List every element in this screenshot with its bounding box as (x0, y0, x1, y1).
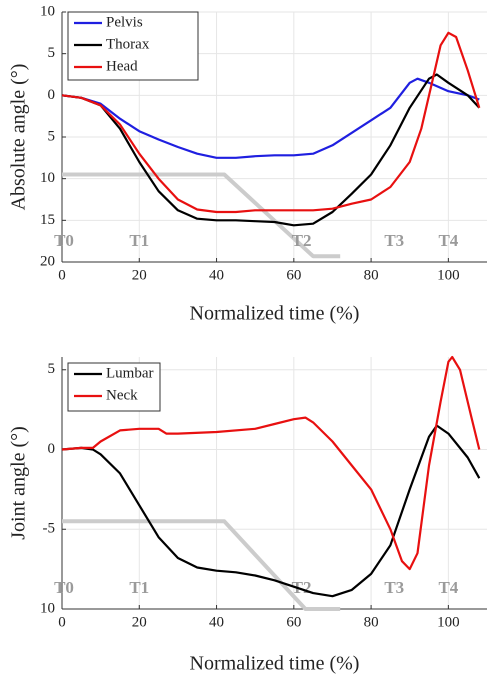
y-tick-label: 10 (40, 600, 55, 616)
legend-label: Thorax (106, 36, 150, 52)
phase-label: T1 (129, 231, 149, 250)
phase-label: T1 (129, 578, 149, 597)
x-tick-label: 20 (132, 267, 147, 283)
x-tick-label: 100 (437, 267, 460, 283)
x-axis-label: Normalized time (%) (190, 303, 360, 325)
phase-line (62, 172, 341, 259)
data-line (61, 424, 481, 598)
y-tick-label: 0 (48, 441, 56, 457)
phase-label: T2 (292, 231, 312, 250)
x-tick-label: 100 (437, 614, 460, 630)
phase-label: T3 (384, 578, 404, 597)
x-tick-label: 60 (286, 614, 301, 630)
y-tick-label: -5 (43, 521, 56, 537)
x-tick-label: 0 (58, 614, 66, 630)
phase-label: T0 (54, 231, 74, 250)
x-tick-label: 40 (209, 267, 224, 283)
x-tick-label: 20 (132, 614, 147, 630)
y-tick-label: 5 (48, 128, 56, 144)
y-tick-label: 10 (40, 3, 55, 19)
x-axis-label: Normalized time (%) (190, 653, 360, 675)
phase-label: T2 (292, 578, 312, 597)
phase-label: T4 (438, 231, 458, 250)
x-tick-label: 80 (364, 614, 379, 630)
data-line (61, 77, 480, 159)
legend-label: Head (106, 58, 138, 74)
y-tick-label: 5 (48, 45, 56, 61)
y-tick-label: 15 (40, 212, 55, 228)
data-line (61, 31, 481, 214)
x-tick-label: 0 (58, 267, 66, 283)
y-tick-label: 5 (48, 361, 56, 377)
data-line (61, 355, 481, 571)
x-tick-label: 40 (209, 614, 224, 630)
phase-label: T0 (54, 578, 74, 597)
legend-label: Neck (106, 387, 138, 403)
phase-line (62, 519, 341, 611)
legend-box (67, 362, 161, 412)
y-axis-label: Joint angle (°) (8, 426, 30, 540)
y-axis-label: Absolute angle (°) (8, 64, 30, 211)
legend-label: Lumbar (106, 365, 153, 381)
y-tick-label: 0 (48, 87, 56, 103)
phase-label: T3 (384, 231, 404, 250)
x-tick-label: 80 (364, 267, 379, 283)
y-tick-label: 10 (40, 170, 55, 186)
legend-label: Pelvis (106, 14, 143, 30)
x-tick-label: 60 (286, 267, 301, 283)
y-tick-label: 20 (40, 253, 55, 269)
data-line (61, 73, 481, 227)
phase-label: T4 (438, 578, 458, 597)
